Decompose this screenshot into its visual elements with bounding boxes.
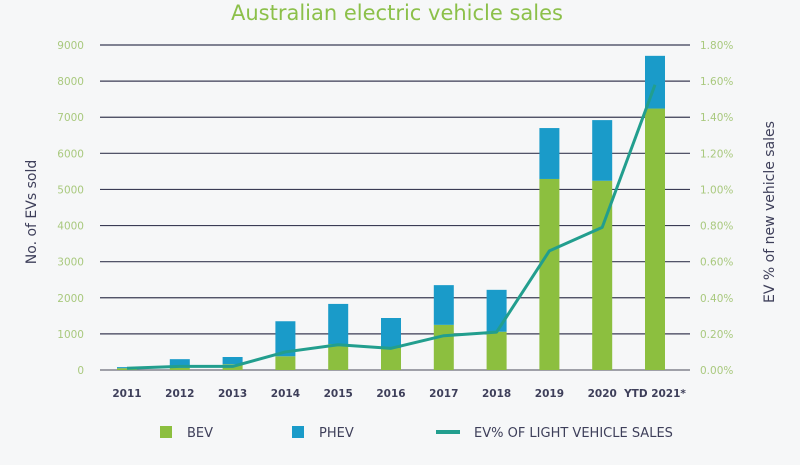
x-tick-label: 2019	[535, 388, 564, 400]
y-tick-label: 9000	[57, 40, 84, 52]
legend-label: EV% OF LIGHT VEHICLE SALES	[474, 426, 673, 441]
bar-phev	[328, 303, 349, 344]
bar-bev	[539, 178, 560, 370]
gridlines	[100, 44, 690, 371]
y-tick-label: 2000	[57, 293, 84, 305]
legend-label: PHEV	[319, 426, 354, 441]
y2-tick-label: 1.60%	[700, 76, 733, 88]
bar-phev	[592, 120, 613, 181]
bar-bev	[486, 331, 507, 370]
x-tick-label: YTD 2021*	[623, 388, 686, 400]
y2-axis-label: EV % of new vehicle sales	[762, 121, 778, 303]
line-series	[126, 84, 657, 370]
y2-tick-label: 1.80%	[700, 40, 733, 52]
y2-tick-label: 1.40%	[700, 112, 733, 124]
legend-swatch-bev	[160, 426, 172, 438]
y-tick-label: 4000	[57, 221, 84, 233]
chart-title: Australian electric vehicle sales	[231, 1, 563, 25]
y2-axis-ticks: 0.00% 0.20% 0.40% 0.60% 0.80% 1.00% 1.20% 1.40%…	[700, 40, 733, 377]
y-tick-label: 6000	[57, 148, 84, 160]
bar-phev	[433, 285, 454, 325]
x-axis-ticks: 2011 2012 2013 2014 2015 2016 2017 2018 2019 2020…	[112, 388, 686, 400]
x-tick-label: 2013	[218, 388, 247, 400]
y-tick-label: 7000	[57, 112, 84, 124]
bar-phev	[169, 359, 190, 368]
bar-bev	[645, 108, 665, 371]
bar-phev	[222, 357, 243, 365]
bar-phev	[486, 289, 507, 332]
y-tick-label: 3000	[57, 257, 84, 269]
y-tick-label: 0	[77, 365, 84, 377]
bars	[117, 55, 665, 371]
y-tick-label: 5000	[57, 184, 84, 196]
bar-phev	[381, 318, 401, 348]
y2-tick-label: 0.00%	[700, 365, 733, 377]
bar-bev	[328, 344, 349, 370]
x-tick-label: 2017	[429, 388, 458, 400]
x-tick-label: 2012	[165, 388, 194, 400]
x-tick-label: 2015	[324, 388, 353, 400]
legend-label: BEV	[187, 426, 213, 441]
legend-swatch-phev	[292, 426, 304, 438]
x-tick-label: 2018	[482, 388, 511, 400]
x-tick-label: 2011	[112, 388, 141, 400]
bar-phev	[539, 128, 560, 179]
y2-tick-label: 1.00%	[700, 184, 733, 196]
y-axis-ticks: 0 1000 2000 3000 4000 5000 6000 7000 8000 9000	[57, 40, 84, 377]
bar-bev	[433, 324, 454, 370]
x-tick-label: 2016	[376, 388, 405, 400]
y2-tick-label: 1.20%	[700, 148, 733, 160]
bar-phev	[275, 321, 296, 357]
bar-bev	[275, 356, 296, 370]
y-tick-label: 1000	[57, 329, 84, 341]
y2-tick-label: 0.20%	[700, 329, 733, 341]
x-tick-label: 2014	[271, 388, 300, 400]
x-tick-label: 2020	[588, 388, 617, 400]
bar-bev	[381, 347, 401, 370]
y2-tick-label: 0.40%	[700, 293, 733, 305]
legend-swatch-line	[436, 430, 460, 434]
y-axis-label: No. of EVs sold	[24, 160, 40, 264]
y2-tick-label: 0.60%	[700, 257, 733, 269]
legend: BEV PHEV EV% OF LIGHT VEHICLE SALES	[160, 426, 673, 441]
bar-bev	[117, 368, 137, 370]
bar-bev	[169, 367, 190, 370]
y-tick-label: 8000	[57, 76, 84, 88]
y2-tick-label: 0.80%	[700, 221, 733, 233]
